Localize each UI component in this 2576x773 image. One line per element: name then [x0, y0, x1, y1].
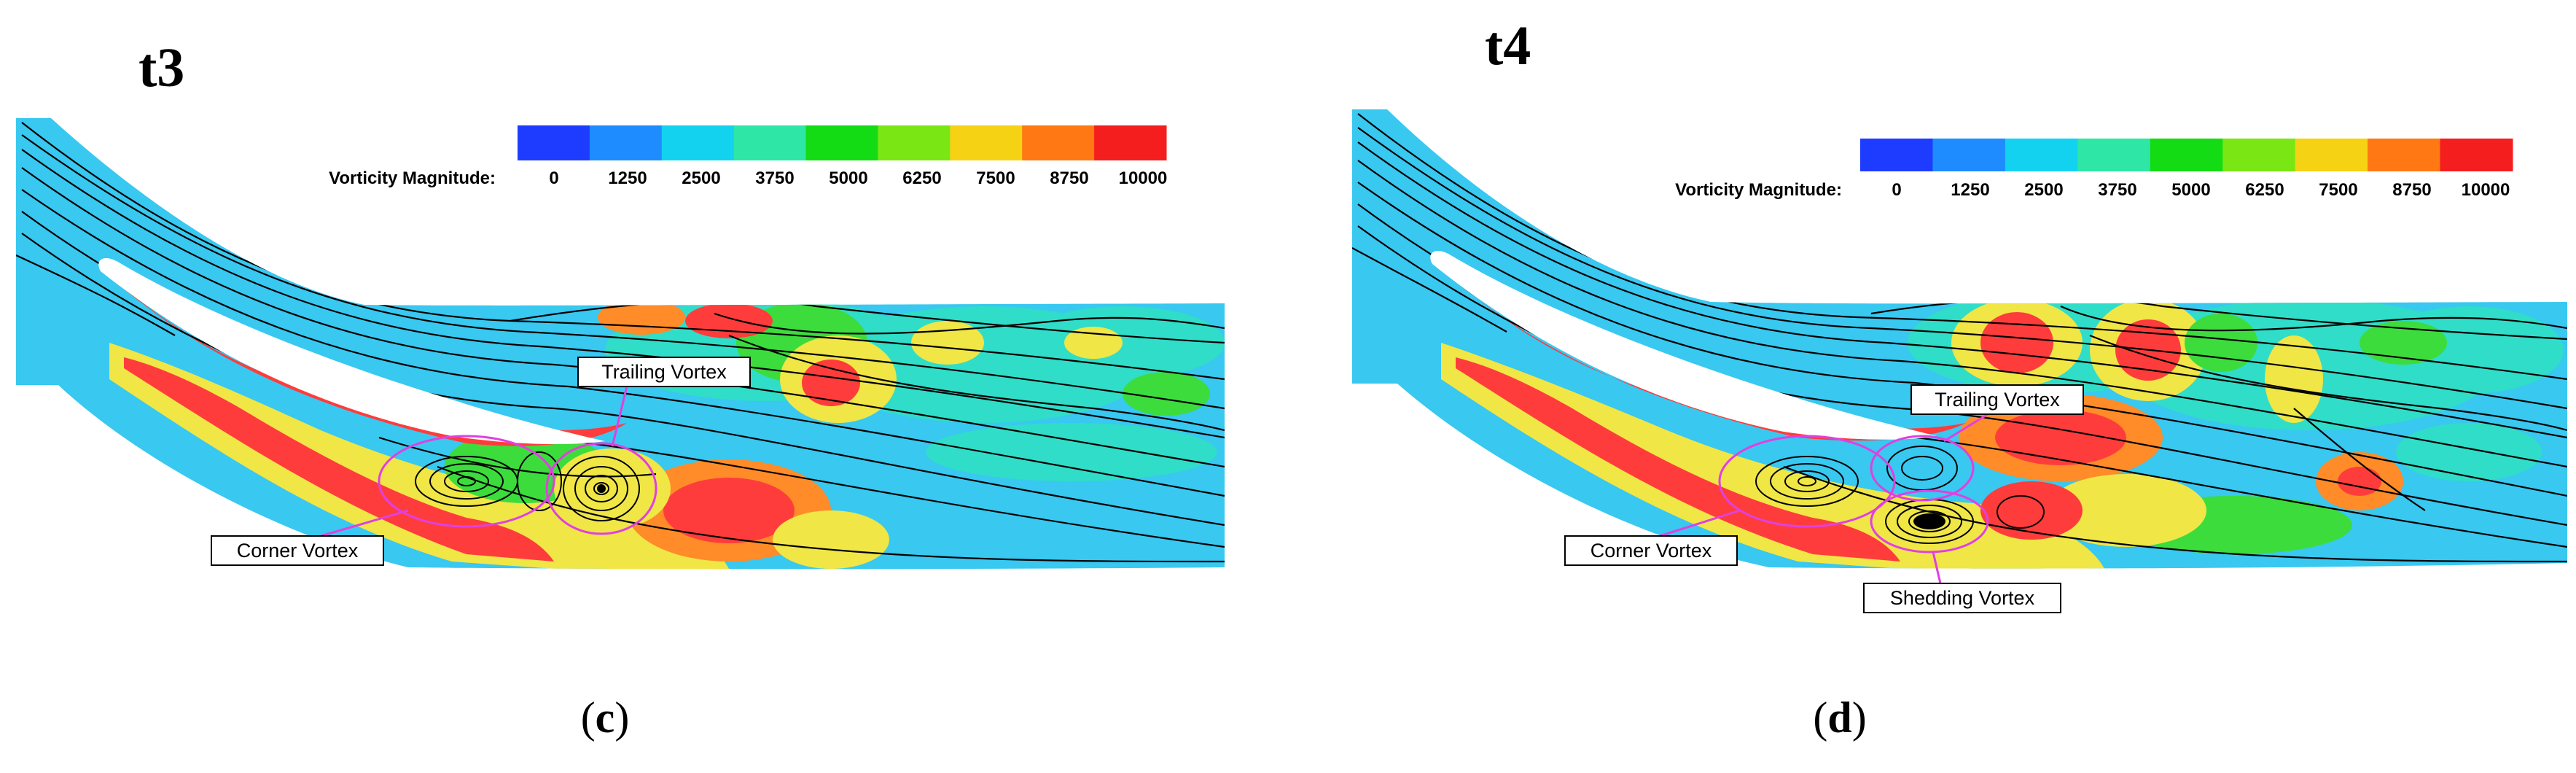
- wake-region: [802, 360, 860, 406]
- colorbar-swatch: [1094, 125, 1167, 160]
- shedding-region: [773, 510, 889, 569]
- time-label: t3: [138, 37, 185, 98]
- svg-text:Shedding Vortex: Shedding Vortex: [1890, 587, 2035, 609]
- svg-text:Trailing Vortex: Trailing Vortex: [1935, 389, 2060, 411]
- shedding-region: [663, 478, 795, 543]
- colorbar: Vorticity Magnitude: 0 1250 2500 3750 5000 62…: [1675, 139, 2513, 200]
- colorbar: Vorticity Magnitude: 0 1250 2500 3750 5000 62…: [329, 125, 1167, 188]
- colorbar-swatch: [589, 125, 663, 160]
- annotation-corner-vortex: Corner Vortex: [1564, 535, 1738, 566]
- vorticity-contour-plot-d: Trailing Vortex Corner Vortex Shedding V…: [1352, 109, 2567, 613]
- colorbar-swatch: [878, 125, 951, 160]
- colorbar-tick-label: 1250: [608, 168, 647, 188]
- streamlines: [16, 122, 1225, 563]
- colorbar-swatch: [805, 125, 878, 160]
- wake-region: [2360, 321, 2447, 365]
- annotation-leader: [320, 509, 409, 537]
- vortex-spiral: [415, 451, 640, 521]
- wake-region: [911, 321, 984, 365]
- colorbar-swatch: [2150, 139, 2223, 171]
- colorbar-tick-label: 2500: [2024, 180, 2063, 200]
- shedding-region: [1980, 481, 2083, 540]
- colorbar-swatch: [518, 125, 590, 160]
- vortex-core: [1913, 513, 1945, 529]
- colorbar-swatch: [2077, 139, 2151, 171]
- airfoil: [1430, 250, 1937, 440]
- colorbar-tick-label: 2500: [682, 168, 720, 188]
- colorbar-tick-label: 8750: [2392, 180, 2431, 200]
- colorbar-swatch: [733, 125, 807, 160]
- vortex-highlight: [545, 442, 657, 535]
- wake-region: [598, 300, 685, 335]
- colorbar-tick-label: 5000: [829, 168, 867, 188]
- colorbar-swatch: [950, 125, 1023, 160]
- colorbar-tick-label: 7500: [2319, 180, 2357, 200]
- vortex-highlight: [1870, 435, 1975, 502]
- colorbar-swatch: [1022, 125, 1095, 160]
- annotation-leader: [611, 386, 628, 447]
- annotation-trailing-vortex: Trailing Vortex: [1910, 384, 2084, 415]
- wake-region: [2185, 314, 2257, 372]
- vortex-highlight: [378, 435, 555, 528]
- colorbar-swatch: [2005, 139, 2078, 171]
- vortex-highlight: [1870, 489, 1989, 553]
- svg-text:Corner Vortex: Corner Vortex: [1591, 540, 1712, 562]
- colorbar-tick-label: 8750: [1050, 168, 1088, 188]
- colorbar-tick-label: 6250: [2245, 180, 2284, 200]
- colorbar-tick-label: 3750: [755, 168, 794, 188]
- colorbar-tick-label: 5000: [2171, 180, 2210, 200]
- svg-text:Corner Vortex: Corner Vortex: [237, 540, 359, 562]
- colorbar-swatch: [2368, 139, 2441, 171]
- time-label: t4: [1485, 15, 1531, 77]
- colorbar-swatch: [661, 125, 735, 160]
- colorbar-tick-label: 0: [549, 168, 558, 188]
- colorbar-tick-label: 6250: [902, 168, 941, 188]
- wake-region: [926, 423, 1217, 481]
- annotation-leader: [1943, 413, 1988, 443]
- colorbar-tick-label: 10000: [1119, 168, 1168, 188]
- shedding-region: [554, 448, 671, 529]
- annotation-shedding-vortex: Shedding Vortex: [1863, 583, 2061, 613]
- panel-c: Trailing Vortex Corner Vortex Vorticity …: [16, 37, 1225, 742]
- colorbar-swatch: [1932, 139, 2006, 171]
- shear-layer: [124, 357, 554, 562]
- colorbar-tick-label: 7500: [976, 168, 1015, 188]
- wake-region: [1123, 372, 1210, 416]
- colorbar-tick-label: 0: [1892, 180, 1901, 200]
- annotation-corner-vortex: Corner Vortex: [211, 535, 384, 566]
- colorbar-title: Vorticity Magnitude:: [329, 168, 496, 188]
- colorbar-tick-label: 1250: [1951, 180, 1989, 200]
- colorbar-swatch: [1860, 139, 1933, 171]
- wake-region: [2396, 423, 2542, 481]
- colorbar-tick-label: 10000: [2462, 180, 2510, 200]
- colorbar-tick-label: 3750: [2098, 180, 2136, 200]
- colorbar-swatch: [2295, 139, 2368, 171]
- vorticity-contour-plot-c: Trailing Vortex Corner Vortex Vorticity …: [16, 118, 1225, 570]
- colorbar-swatch: [2222, 139, 2296, 171]
- annotation-leader: [1659, 509, 1741, 537]
- airfoil: [98, 257, 606, 445]
- shedding-region: [2046, 474, 2206, 547]
- vortex-core: [597, 484, 606, 493]
- annotation-leader: [1932, 551, 1942, 584]
- wake-region: [2265, 335, 2323, 423]
- wake-region: [2338, 467, 2381, 496]
- colorbar-swatch: [2440, 139, 2513, 171]
- colorbar-title: Vorticity Magnitude:: [1675, 180, 1842, 200]
- annotation-trailing-vortex: Trailing Vortex: [577, 357, 751, 387]
- shear-layer: [1456, 357, 1900, 562]
- panel-d: Trailing Vortex Corner Vortex Shedding V…: [1288, 0, 2576, 773]
- panel-caption: (d): [1813, 694, 1867, 742]
- svg-text:Trailing Vortex: Trailing Vortex: [601, 361, 727, 383]
- wake-region: [1980, 312, 2053, 373]
- panel-caption: (c): [580, 694, 630, 742]
- vortex-highlight: [1718, 435, 1896, 528]
